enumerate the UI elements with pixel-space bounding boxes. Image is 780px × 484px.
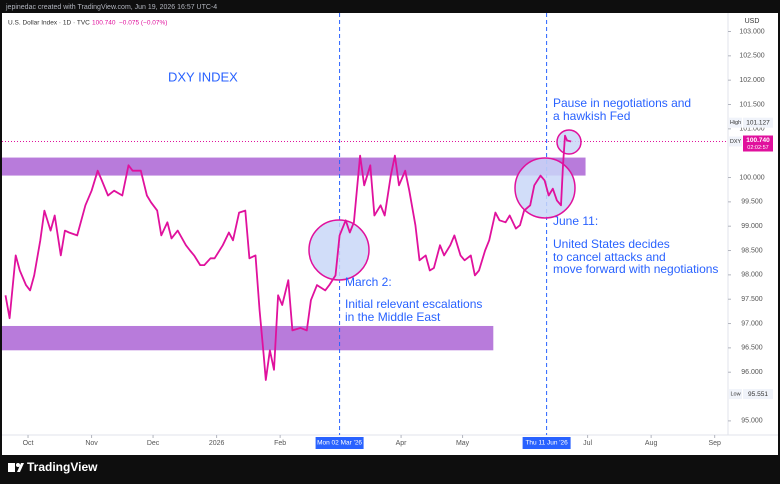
- x-tick-label: Apr: [396, 440, 408, 447]
- x-tick-label: Nov: [85, 440, 98, 447]
- x-tick-label: Sep: [708, 440, 721, 447]
- note-line: March 2:: [345, 275, 392, 289]
- highlight-circle: [514, 157, 576, 219]
- high-value-bg: [743, 117, 773, 128]
- y-tick-label: 103.000: [739, 28, 764, 35]
- brand: TradingView: [8, 460, 98, 474]
- low-value: 95.551: [748, 391, 768, 398]
- x-tick-label: May: [456, 440, 470, 447]
- event-label-bg: [522, 437, 571, 449]
- y-tick-label: 96.000: [741, 369, 763, 376]
- countdown: 02:02:57: [747, 145, 768, 151]
- y-tick-label: 98.000: [741, 272, 763, 279]
- y-tick-label: 102.000: [739, 77, 764, 84]
- chart-area: [2, 13, 778, 455]
- note-line: a hawkish Fed: [553, 109, 630, 123]
- y-tick-label: 98.500: [741, 247, 763, 254]
- note-line: Initial relevant escalations: [345, 297, 482, 311]
- low-tag-bg: [729, 389, 742, 400]
- chart-title: DXY INDEX: [168, 69, 238, 84]
- price-zone: [2, 157, 586, 176]
- y-tick-label: 101.500: [739, 101, 764, 108]
- y-tick-label: 95.000: [741, 418, 763, 425]
- high-value: 101.127: [746, 119, 770, 126]
- x-tick-label: Oct: [23, 440, 34, 447]
- event-label: Thu 11 Jun '26: [525, 440, 568, 447]
- y-tick-label: 100.000: [739, 174, 764, 181]
- symbol-price: 100.740: [92, 20, 116, 27]
- low-value-bg: [743, 389, 773, 400]
- brand-name: TradingView: [27, 460, 98, 474]
- last-price-bg: [743, 135, 773, 152]
- high-tag-bg: [729, 117, 742, 128]
- note-pause: Pause in negotiations and a hawkish Fed: [553, 96, 691, 123]
- price-zone: [2, 325, 494, 351]
- note-line: United States decides: [553, 237, 670, 251]
- y-tick-label: 96.500: [741, 345, 763, 352]
- y-tick-label: 102.500: [739, 53, 764, 60]
- x-tick-label: Aug: [645, 440, 658, 447]
- symbol-change: −0.075 (−0.07%): [119, 20, 167, 27]
- note-march: March 2: Initial relevant escalations in…: [345, 275, 482, 324]
- note-line: in the Middle East: [345, 310, 441, 324]
- x-tick-label: Dec: [147, 440, 160, 447]
- x-tick-label: Jul: [583, 440, 592, 447]
- note-line: June 11:: [553, 214, 598, 228]
- currency: USD: [745, 18, 760, 25]
- high-tag: High: [730, 120, 741, 126]
- logo: [16, 463, 20, 467]
- y-tick-label: 99.500: [741, 199, 763, 206]
- logo: [17, 463, 24, 472]
- y-tick-label: 97.000: [741, 320, 763, 327]
- highlight-circle: [556, 129, 582, 155]
- x-tick-label: 2026: [209, 440, 225, 447]
- note-line: to cancel attacks and: [553, 250, 666, 264]
- header: jepinedac created with TradingView.com, …: [5, 4, 217, 11]
- x-tick-label: Feb: [274, 440, 286, 447]
- last-symbol-bg: [729, 136, 742, 147]
- event-label-bg: [315, 437, 364, 449]
- note-line: Pause in negotiations and: [553, 96, 691, 110]
- y-tick-label: 99.000: [741, 223, 763, 230]
- event-label: Mon 02 Mar '26: [317, 440, 362, 447]
- price-line: [4, 134, 572, 381]
- y-tick-label: 97.500: [741, 296, 763, 303]
- low-tag: Low: [730, 392, 740, 398]
- note-line: move forward with negotiations: [553, 262, 718, 276]
- symbol-info: U.S. Dollar Index · 1D · TVC: [8, 20, 90, 27]
- logo: [8, 463, 15, 472]
- last-symbol: DXY: [730, 139, 742, 145]
- y-tick-label: 101.000: [739, 126, 764, 133]
- note-june: June 11: United States decides to cancel…: [553, 214, 718, 276]
- last-price: 100.740: [746, 137, 770, 144]
